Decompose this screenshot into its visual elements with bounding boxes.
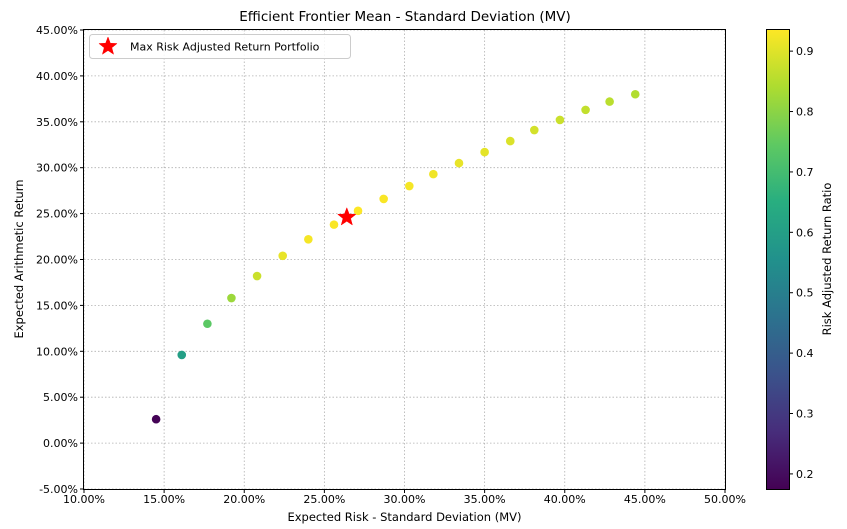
frontier-point — [379, 194, 388, 204]
frontier-point — [177, 350, 187, 360]
y-tick-label: 10.00% — [36, 345, 78, 358]
frontier-point — [252, 271, 262, 281]
colorbar-tick-label: 0.9 — [796, 45, 814, 58]
frontier-point — [227, 293, 236, 303]
legend-star-marker — [98, 36, 118, 55]
y-tick-label: 30.00% — [36, 162, 78, 175]
colorbar-tick-label: 0.4 — [796, 347, 814, 360]
scatter-points — [151, 89, 640, 424]
x-tick-label: 20.00% — [223, 493, 265, 506]
x-tick-label: 25.00% — [303, 493, 345, 506]
frontier-point — [429, 169, 438, 179]
x-tick-label: 50.00% — [704, 493, 746, 506]
frontier-point — [555, 115, 565, 125]
legend-label: Max Risk Adjusted Return Portfolio — [130, 41, 320, 54]
frontier-point — [530, 125, 539, 135]
frontier-point — [405, 181, 414, 191]
frontier-point — [454, 158, 464, 168]
x-tick-label: 45.00% — [624, 493, 666, 506]
colorbar-label: Risk Adjusted Return Ratio — [820, 183, 834, 336]
max-portfolio-star — [337, 207, 357, 226]
x-axis-label: Expected Risk - Standard Deviation (MV) — [287, 510, 521, 524]
frontier-point — [581, 105, 590, 115]
colorbar-tick-label: 0.3 — [796, 408, 814, 421]
colorbar-gradient — [766, 29, 790, 490]
colorbar-ticks: 0.2 0.3 0.4 0.5 0.6 0.7 0.8 0.9 — [789, 45, 814, 481]
colorbar-tick-label: 0.7 — [796, 166, 814, 179]
frontier-point — [203, 319, 212, 329]
y-tick-label: 20.00% — [36, 254, 78, 267]
colorbar-tick-label: 0.6 — [796, 226, 814, 239]
x-tick-label: 10.00% — [63, 493, 105, 506]
y-tick-label: 45.00% — [36, 24, 78, 37]
y-tick-label: 35.00% — [36, 116, 78, 129]
chart-title: Efficient Frontier Mean - Standard Devia… — [239, 9, 570, 25]
y-tick-label: 40.00% — [36, 70, 78, 83]
frontier-point — [605, 97, 614, 106]
colorbar-tick-label: 0.8 — [796, 106, 814, 119]
x-tick-label: 35.00% — [464, 493, 506, 506]
frontier-point — [353, 206, 363, 216]
y-axis-label: Expected Arithmetic Return — [12, 179, 26, 338]
y-tick-label: 0.00% — [43, 437, 78, 450]
legend-box — [89, 34, 351, 59]
frontier-point — [329, 220, 339, 229]
colorbar-tick-label: 0.2 — [796, 468, 814, 481]
frontier-point — [480, 147, 489, 157]
frontier-point — [278, 251, 288, 261]
frontier-point — [304, 235, 313, 244]
y-tick-label: 5.00% — [43, 391, 78, 404]
legend: Max Risk Adjusted Return Portfolio — [89, 34, 351, 59]
x-tick-label: 40.00% — [544, 493, 586, 506]
grid-lines — [83, 29, 726, 490]
frontier-point — [505, 136, 515, 146]
x-tick-label: 15.00% — [143, 493, 185, 506]
frontier-point — [151, 414, 161, 424]
y-tick-label: 25.00% — [36, 208, 78, 221]
y-tick-label: -5.00% — [39, 483, 78, 496]
frontier-point — [630, 89, 640, 99]
max-portfolio-layer — [337, 207, 357, 226]
plot-frame — [83, 29, 726, 490]
colorbar-tick-label: 0.5 — [796, 287, 814, 300]
y-tick-label: 15.00% — [36, 299, 78, 312]
y-axis-ticks: -5.00% 0.00% 5.00% 10.00% 15.00% 20.00% 25.00%… — [36, 24, 84, 496]
x-axis-ticks: 10.00% 15.00% 20.00% 25.00% 30.00% 35.00% 40.0… — [63, 489, 746, 506]
x-tick-label: 30.00% — [384, 493, 426, 506]
colorbar: 0.2 0.3 0.4 0.5 0.6 0.7 0.8 0.9 Risk Adjusted R… — [766, 29, 834, 490]
